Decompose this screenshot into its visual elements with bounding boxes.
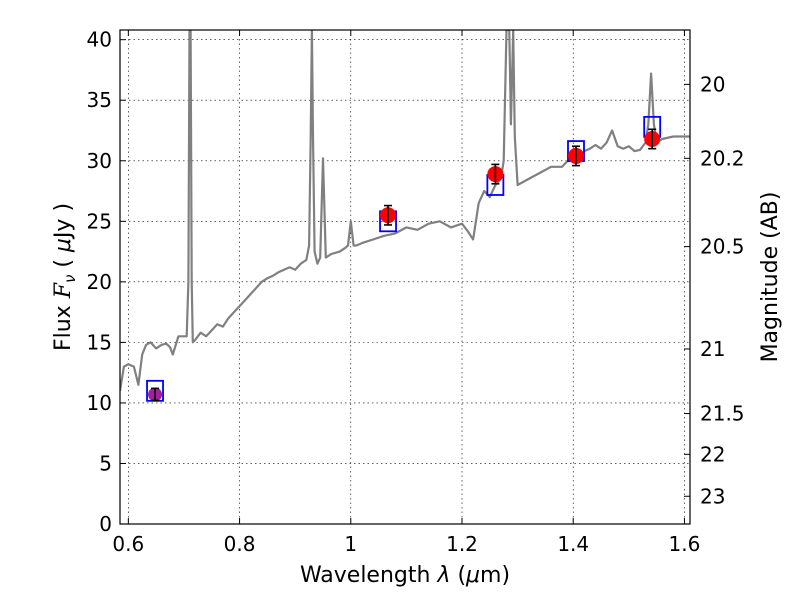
axis-ticks [120,30,690,525]
y-tick-label: 25 [87,209,112,233]
mag-tick-label: 20 [700,72,725,96]
y-tick-label: 35 [87,88,112,112]
spectrum-line [120,30,690,391]
y-tick-label: 10 [87,391,112,415]
y-axis-open-paren: ( [51,252,76,275]
y-tick-label: 0 [99,512,112,536]
y-axis-title: Flux Fν ( μJy ) [51,203,79,351]
mag-tick-label: 22 [700,442,725,466]
x-axis-open-paren: ( [450,563,466,588]
plot-frame [119,29,691,525]
y-axis-unit: Jy ) [51,203,76,240]
lambda-symbol: λ [436,563,450,588]
y-axis-mu-symbol: μ [51,238,76,253]
mag-tick-label: 21 [700,337,725,361]
x-tick-label: 0.6 [112,532,144,556]
y-axis-title-text: Flux [51,298,76,351]
mag-tick-label: 21.5 [700,402,745,426]
flux-symbol: F [51,282,76,299]
spectrum-layer [120,30,690,391]
tick-labels: 0.6 0.8 1 1.2 1.4 1.6 0 5 10 15 20 25 30 35 40 20 20.2 20… [87,28,745,556]
y-tick-label: 20 [87,270,112,294]
x-axis-unit: m) [480,563,510,588]
y-tick-label: 5 [99,451,112,475]
mag-tick-label: 20.5 [700,235,745,259]
mag-tick-label: 23 [700,484,725,508]
x-axis-mu-symbol: μ [465,563,480,588]
x-tick-label: 1 [344,532,357,556]
x-tick-label: 0.8 [224,532,256,556]
y2-axis-title: Magnitude (AB) [758,192,783,363]
y-tick-label: 30 [87,149,112,173]
x-tick-label: 1.6 [669,532,701,556]
nu-subscript: ν [61,275,79,283]
x-axis-title-text: Wavelength [300,563,438,588]
x-tick-label: 1.4 [557,532,589,556]
points-layer [146,115,662,402]
mag-tick-label: 20.2 [700,146,745,170]
y-tick-label: 40 [87,28,112,52]
x-axis-title: Wavelength λ (μm) [300,563,510,588]
x-tick-label: 1.2 [446,532,478,556]
y-tick-label: 15 [87,330,112,354]
